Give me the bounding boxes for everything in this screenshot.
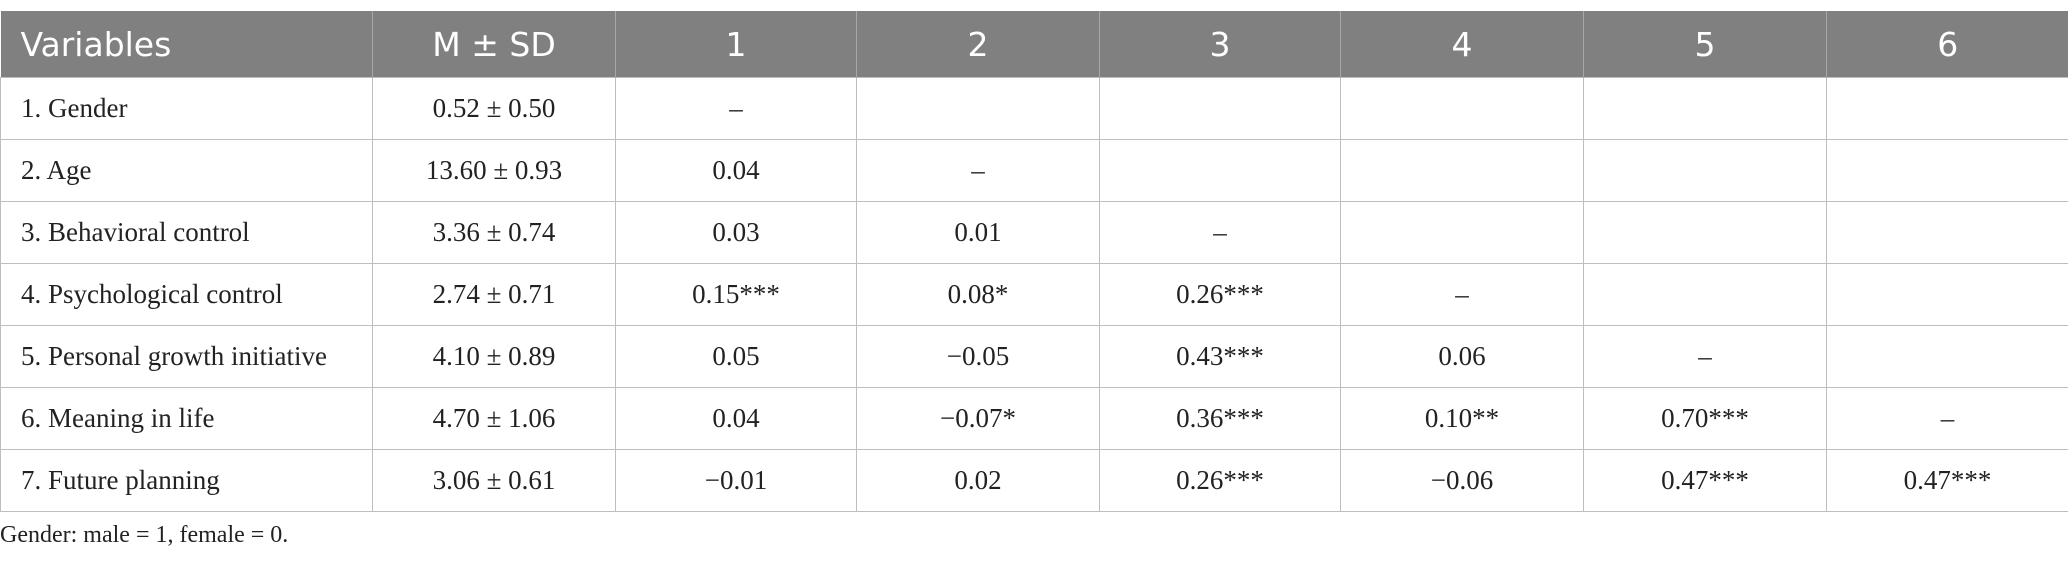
empty-cell	[1099, 139, 1341, 202]
value-cell: −0.07*	[856, 387, 1100, 450]
value-cell: 0.05	[615, 325, 857, 388]
value-cell: 3.06 ± 0.61	[372, 449, 616, 512]
variable-cell: 4. Psychological control	[0, 263, 373, 326]
empty-cell	[1826, 139, 2068, 202]
value-cell: 0.70***	[1583, 387, 1827, 450]
value-cell: –	[1826, 387, 2068, 450]
variable-cell: 3. Behavioral control	[0, 201, 373, 264]
value-cell: 0.08*	[856, 263, 1100, 326]
value-cell: –	[856, 139, 1100, 202]
value-cell: 0.01	[856, 201, 1100, 264]
table-row: 7. Future planning 3.06 ± 0.61 −0.01 0.02 0.…	[0, 449, 2068, 512]
value-cell: 3.36 ± 0.74	[372, 201, 616, 264]
table-row: 5. Personal growth initiative 4.10 ± 0.89…	[0, 325, 2068, 388]
empty-cell	[1583, 139, 1827, 202]
value-cell: 0.47***	[1583, 449, 1827, 512]
empty-cell	[1099, 77, 1341, 140]
value-cell: 0.15***	[615, 263, 857, 326]
header-cell: 4	[1340, 11, 1584, 78]
value-cell: −0.05	[856, 325, 1100, 388]
empty-cell	[1340, 201, 1584, 264]
empty-cell	[1340, 77, 1584, 140]
header-cell: 1	[615, 11, 857, 78]
value-cell: 4.70 ± 1.06	[372, 387, 616, 450]
value-cell: 0.52 ± 0.50	[372, 77, 616, 140]
footnote: Gender: male = 1, female = 0.	[0, 522, 289, 548]
variable-cell: 7. Future planning	[0, 449, 373, 512]
header-cell: Variables	[0, 11, 373, 78]
header-cell: 6	[1826, 11, 2068, 78]
value-cell: 0.43***	[1099, 325, 1341, 388]
header-cell: M ± SD	[372, 11, 616, 78]
value-cell: –	[1099, 201, 1341, 264]
value-cell: –	[1340, 263, 1584, 326]
empty-cell	[1583, 77, 1827, 140]
value-cell: 2.74 ± 0.71	[372, 263, 616, 326]
value-cell: 4.10 ± 0.89	[372, 325, 616, 388]
table-row: 4. Psychological control 2.74 ± 0.71 0.15*…	[0, 263, 2068, 326]
table-row: 3. Behavioral control 3.36 ± 0.74 0.03 0.01…	[0, 201, 2068, 264]
value-cell: 0.47***	[1826, 449, 2068, 512]
variable-cell: 5. Personal growth initiative	[0, 325, 373, 388]
value-cell: 0.04	[615, 139, 857, 202]
empty-cell	[1826, 263, 2068, 326]
value-cell: −0.01	[615, 449, 857, 512]
empty-cell	[1826, 325, 2068, 388]
value-cell: 0.10**	[1340, 387, 1584, 450]
value-cell: –	[1583, 325, 1827, 388]
value-cell: –	[615, 77, 857, 140]
header-row: Variables M ± SD 1 2 3 4 5 6	[0, 11, 2068, 78]
variable-cell: 2. Age	[0, 139, 373, 202]
value-cell: 13.60 ± 0.93	[372, 139, 616, 202]
empty-cell	[1340, 139, 1584, 202]
empty-cell	[1826, 77, 2068, 140]
value-cell: 0.36***	[1099, 387, 1341, 450]
header-cell: 2	[856, 11, 1100, 78]
value-cell: −0.06	[1340, 449, 1584, 512]
value-cell: 0.26***	[1099, 263, 1341, 326]
value-cell: 0.06	[1340, 325, 1584, 388]
variable-cell: 1. Gender	[0, 77, 373, 140]
table-row: 2. Age 13.60 ± 0.93 0.04–	[0, 139, 2068, 202]
value-cell: 0.04	[615, 387, 857, 450]
empty-cell	[1583, 201, 1827, 264]
value-cell: 0.02	[856, 449, 1100, 512]
value-cell: 0.03	[615, 201, 857, 264]
empty-cell	[1583, 263, 1827, 326]
value-cell: 0.26***	[1099, 449, 1341, 512]
table-row: 6. Meaning in life 4.70 ± 1.06 0.04 −0.07* 0…	[0, 387, 2068, 450]
empty-cell	[856, 77, 1100, 140]
header-cell: 5	[1583, 11, 1827, 78]
variable-cell: 6. Meaning in life	[0, 387, 373, 450]
correlation-table: Variables M ± SD 1 2 3 4 5 6 1. Gender 0.52 ± 0.…	[0, 11, 2068, 512]
header-cell: 3	[1099, 11, 1341, 78]
empty-cell	[1826, 201, 2068, 264]
table-row: 1. Gender 0.52 ± 0.50–	[0, 77, 2068, 140]
table-body: 1. Gender 0.52 ± 0.50–2. Age 13.60 ± 0.93 0…	[0, 77, 2068, 512]
